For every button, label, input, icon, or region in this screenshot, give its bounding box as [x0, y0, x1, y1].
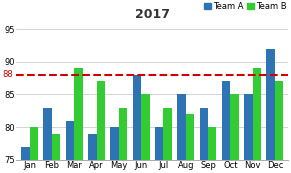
- Bar: [21, 147, 30, 173]
- Bar: [253, 68, 261, 173]
- Bar: [155, 127, 164, 173]
- Bar: [141, 94, 150, 173]
- Bar: [186, 114, 194, 173]
- Bar: [244, 94, 253, 173]
- Bar: [88, 134, 97, 173]
- Bar: [74, 68, 83, 173]
- Bar: [97, 81, 105, 173]
- Bar: [275, 81, 283, 173]
- Bar: [230, 94, 239, 173]
- Bar: [30, 127, 38, 173]
- Title: 2017: 2017: [135, 8, 170, 21]
- Bar: [164, 108, 172, 173]
- Text: 88: 88: [2, 70, 13, 79]
- Bar: [52, 134, 61, 173]
- Bar: [119, 108, 127, 173]
- Bar: [177, 94, 186, 173]
- Legend: Team A, Team B: Team A, Team B: [204, 2, 287, 11]
- Bar: [266, 49, 275, 173]
- Bar: [208, 127, 217, 173]
- Bar: [43, 108, 52, 173]
- Bar: [133, 75, 141, 173]
- Bar: [200, 108, 208, 173]
- Bar: [110, 127, 119, 173]
- Bar: [222, 81, 230, 173]
- Bar: [66, 121, 74, 173]
